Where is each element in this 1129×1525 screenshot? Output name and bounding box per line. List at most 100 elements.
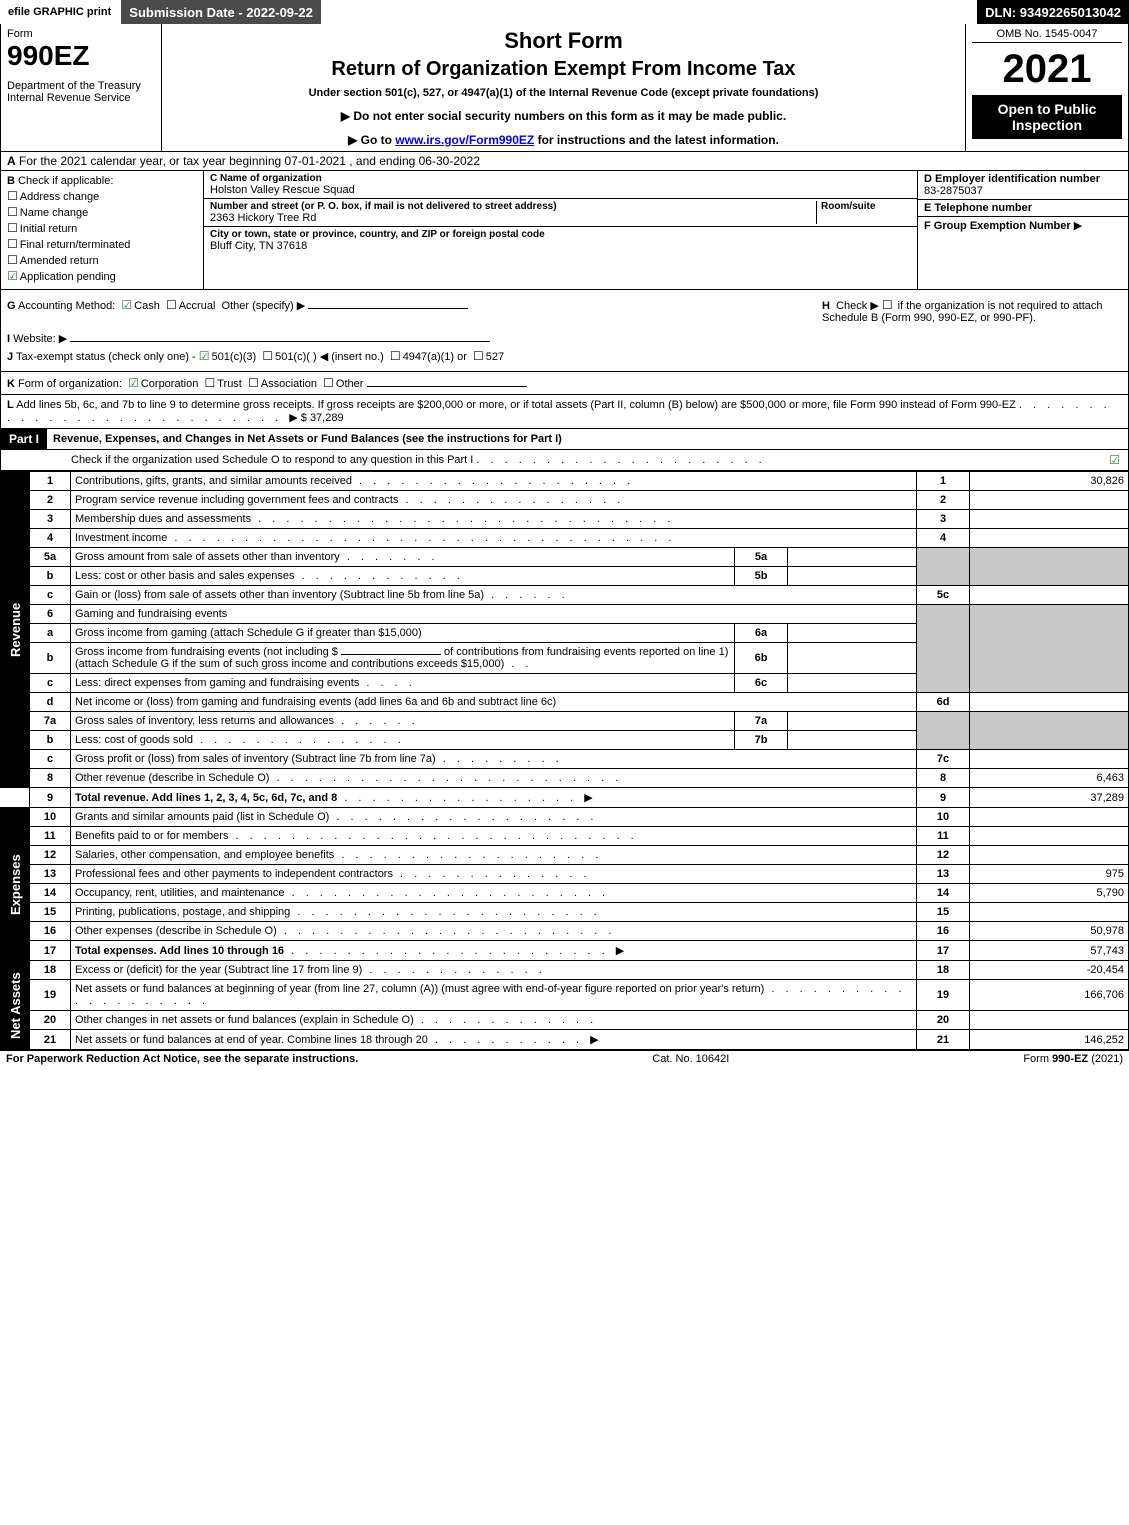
ein-row: D Employer identification number 83-2875… — [918, 171, 1128, 200]
cb-4947a1-label: 4947(a)(1) or — [403, 351, 467, 363]
line-9-desc: Total revenue. Add lines 1, 2, 3, 4, 5c,… — [71, 788, 917, 808]
line-5a-subnum: 5a — [735, 548, 788, 567]
line-5b-subnum: 5b — [735, 567, 788, 586]
other-specify-input[interactable] — [308, 308, 468, 309]
cb-corporation[interactable] — [128, 378, 141, 390]
line-16-num: 16 — [30, 922, 71, 941]
line-20-num: 20 — [30, 1011, 71, 1030]
line-4-rnum: 4 — [917, 529, 970, 548]
line-18-desc: Excess or (deficit) for the year (Subtra… — [71, 961, 917, 980]
cb-amended-return[interactable]: Amended return — [7, 253, 197, 267]
directive-2: ▶ Go to www.irs.gov/Form990EZ for instru… — [172, 133, 955, 147]
footer-center: Cat. No. 10642I — [652, 1053, 729, 1065]
line-2-num: 2 — [30, 491, 71, 510]
cb-527[interactable] — [473, 351, 486, 363]
row-j: J Tax-exempt status (check only one) - 5… — [7, 349, 1122, 363]
line-6d-rnum: 6d — [917, 693, 970, 712]
cb-accrual[interactable] — [166, 300, 179, 312]
street-value: 2363 Hickory Tree Rd — [210, 212, 816, 224]
city-value: Bluff City, TN 37618 — [210, 240, 911, 252]
cb-final-return-label: Final return/terminated — [20, 239, 131, 251]
line-18-rnum: 18 — [917, 961, 970, 980]
line-7a-subval — [788, 712, 917, 731]
header-right: OMB No. 1545-0047 2021 Open to Public In… — [965, 24, 1128, 151]
line-10-num: 10 — [30, 808, 71, 827]
line-2-desc: Program service revenue including govern… — [71, 491, 917, 510]
line-13-rval: 975 — [970, 865, 1129, 884]
cb-4947a1[interactable] — [390, 351, 403, 363]
cb-trust-label: Trust — [217, 378, 242, 390]
line-18-num: 18 — [30, 961, 71, 980]
cb-final-return[interactable]: Final return/terminated — [7, 237, 197, 251]
line-6b-amount-input[interactable] — [341, 654, 441, 655]
part-1-label: Part I — [1, 429, 47, 449]
footer-right: Form 990-EZ (2021) — [1023, 1053, 1123, 1065]
cb-initial-return[interactable]: Initial return — [7, 221, 197, 235]
irs-link[interactable]: www.irs.gov/Form990EZ — [395, 133, 534, 147]
cb-name-change-label: Name change — [20, 207, 89, 219]
cb-application-pending[interactable]: Application pending — [7, 269, 197, 283]
line-9-num: 9 — [30, 788, 71, 808]
col-b-intro: Check if applicable: — [18, 175, 113, 187]
line-6d-desc: Net income or (loss) from gaming and fun… — [71, 693, 917, 712]
line-21-rnum: 21 — [917, 1030, 970, 1050]
page-footer: For Paperwork Reduction Act Notice, see … — [0, 1050, 1129, 1067]
cb-501c[interactable] — [262, 351, 275, 363]
form-title-2: Return of Organization Exempt From Incom… — [172, 58, 955, 81]
sidebar-revenue: Revenue — [1, 472, 30, 788]
street-label: Number and street (or P. O. box, if mail… — [210, 201, 816, 212]
cb-other-org[interactable] — [323, 378, 336, 390]
cb-cash[interactable] — [121, 300, 134, 312]
cb-association[interactable] — [248, 378, 261, 390]
line-3-desc: Membership dues and assessments . . . . … — [71, 510, 917, 529]
cb-trust[interactable] — [204, 378, 217, 390]
line-17-rval: 57,743 — [970, 941, 1129, 961]
cb-address-change[interactable]: Address change — [7, 189, 197, 203]
top-bar: efile GRAPHIC print Submission Date - 20… — [0, 0, 1129, 24]
line-10-desc: Grants and similar amounts paid (list in… — [71, 808, 917, 827]
line-17-desc: Total expenses. Add lines 10 through 16 … — [71, 941, 917, 961]
line-9-rval: 37,289 — [970, 788, 1129, 808]
line-5b-desc: Less: cost or other basis and sales expe… — [71, 567, 735, 586]
cb-schedule-o-part1[interactable] — [1109, 455, 1122, 467]
footer-left: For Paperwork Reduction Act Notice, see … — [6, 1053, 358, 1065]
row-j-text: Tax-exempt status (check only one) - — [16, 351, 196, 363]
cb-other-org-label: Other — [336, 378, 364, 390]
street-row: Number and street (or P. O. box, if mail… — [204, 199, 917, 227]
org-name-row: C Name of organization Holston Valley Re… — [204, 171, 917, 199]
line-8-rval: 6,463 — [970, 769, 1129, 788]
header-left: Form 990EZ Department of the Treasury In… — [1, 24, 162, 151]
website-input[interactable] — [70, 341, 490, 342]
line-17-num: 17 — [30, 941, 71, 961]
other-org-input[interactable] — [367, 386, 527, 387]
line-11-rval — [970, 827, 1129, 846]
directive-1-text: Do not enter social security numbers on … — [353, 109, 786, 123]
part-1-dots: . . . . . . . . . . . . . . . . . . . . … — [476, 454, 765, 466]
cb-501c3-label: 501(c)(3) — [212, 351, 257, 363]
line-3-num: 3 — [30, 510, 71, 529]
line-20-rval — [970, 1011, 1129, 1030]
line-5a-subval — [788, 548, 917, 567]
submission-date: Submission Date - 2022-09-22 — [121, 0, 323, 24]
cb-501c3[interactable] — [199, 351, 212, 363]
cb-cash-label: Cash — [134, 300, 160, 312]
row-i: I Website: ▶ — [7, 332, 1122, 345]
directive-2-text: Go to www.irs.gov/Form990EZ for instruct… — [361, 133, 779, 147]
line-6c-subval — [788, 674, 917, 693]
room-label: Room/suite — [821, 201, 911, 212]
row-h-label: H — [822, 300, 830, 312]
line-2-rnum: 2 — [917, 491, 970, 510]
line-19-rnum: 19 — [917, 980, 970, 1011]
directive-1: ▶ Do not enter social security numbers o… — [172, 109, 955, 123]
efile-label: efile GRAPHIC print — [0, 0, 121, 24]
cb-schedule-b[interactable] — [882, 300, 895, 312]
line-14-num: 14 — [30, 884, 71, 903]
cb-name-change[interactable]: Name change — [7, 205, 197, 219]
line-7c-desc: Gross profit or (loss) from sales of inv… — [71, 750, 917, 769]
cb-initial-return-label: Initial return — [20, 223, 77, 235]
line-14-desc: Occupancy, rent, utilities, and maintena… — [71, 884, 917, 903]
line-6a-desc: Gross income from gaming (attach Schedul… — [71, 624, 735, 643]
line-19-num: 19 — [30, 980, 71, 1011]
line-6-desc: Gaming and fundraising events — [71, 605, 917, 624]
part-1-check-text: Check if the organization used Schedule … — [71, 454, 473, 466]
